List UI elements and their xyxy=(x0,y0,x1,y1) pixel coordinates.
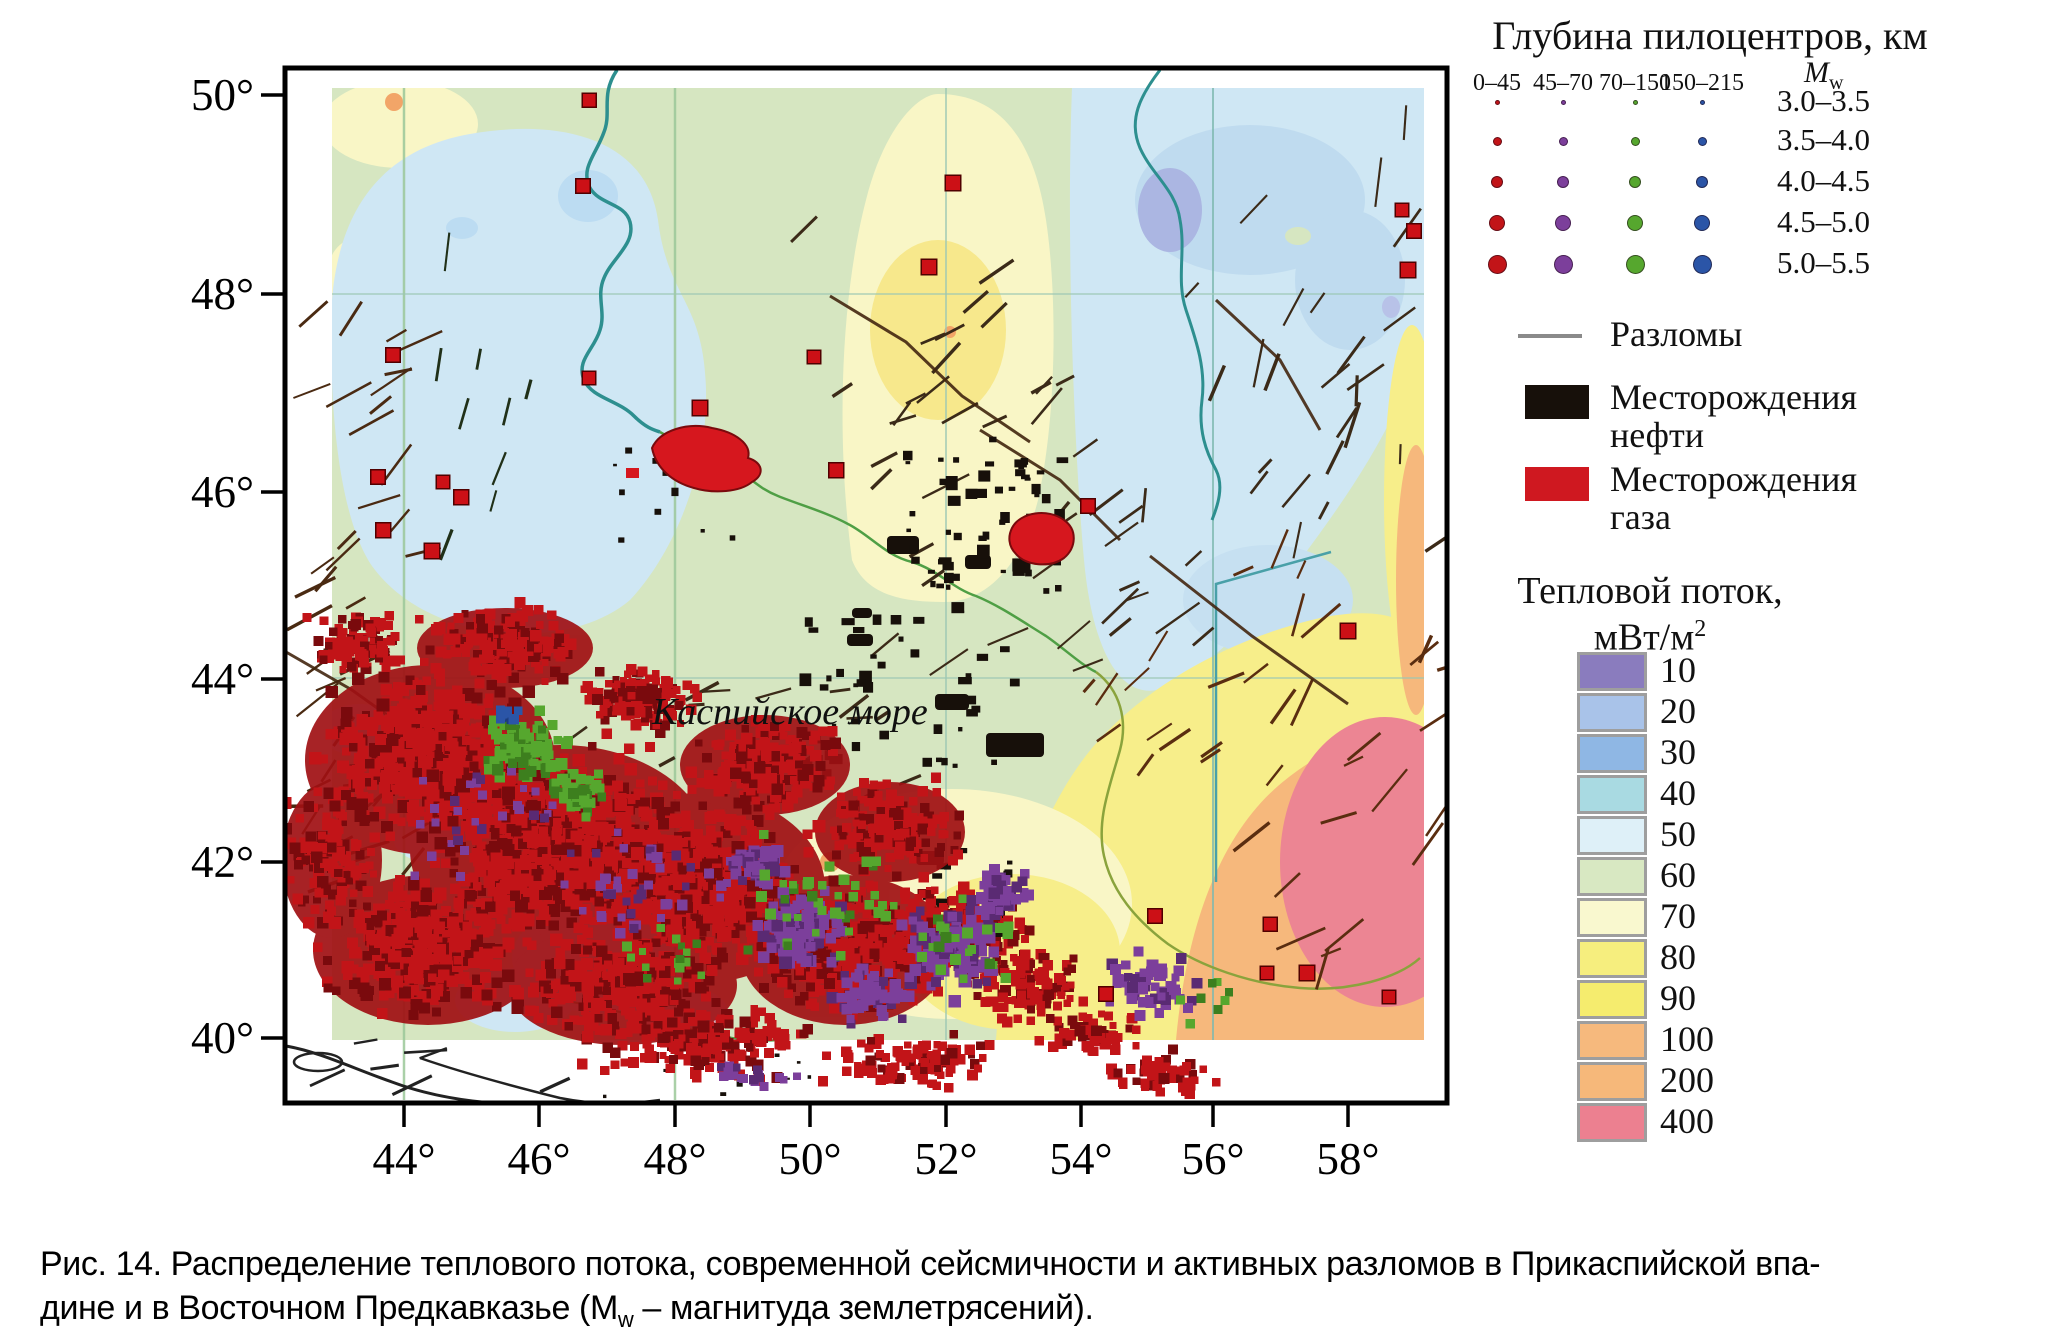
heatflow-value-label: 20 xyxy=(1660,691,1696,731)
heatflow-swatch xyxy=(1577,857,1647,896)
fault-line-symbol xyxy=(1518,334,1582,338)
caption-line-2: дине и в Восточном Предкавказье (Mw – ма… xyxy=(40,1289,1094,1332)
heatflow-value-label: 200 xyxy=(1660,1060,1714,1100)
magnitude-depth-dot xyxy=(1492,136,1502,146)
depth-column-header: 150–215 xyxy=(1660,70,1744,96)
figure-caption: Рис. 14. Распределение теплового потока,… xyxy=(40,1242,2050,1338)
gas-label: Месторождения газа xyxy=(1610,459,1858,537)
depth-column-header: 45–70 xyxy=(1533,70,1593,96)
heatflow-value-label: 30 xyxy=(1660,732,1696,772)
heatflow-swatch xyxy=(1577,693,1647,732)
magnitude-depth-dot xyxy=(1560,99,1566,105)
heatflow-swatch xyxy=(1577,980,1647,1019)
x-tick-label: 56° xyxy=(1182,1134,1245,1184)
magnitude-depth-dot xyxy=(1491,176,1503,188)
coastlines xyxy=(287,1044,661,1101)
magnitude-depth-dot xyxy=(1627,215,1643,231)
magnitude-row-label: 3.5–4.0 xyxy=(1777,122,1870,157)
plot-border xyxy=(282,65,1450,1106)
magnitude-depth-dot xyxy=(1697,136,1707,146)
legend-mw-label: Mw xyxy=(1804,56,1844,94)
heatflow-swatch xyxy=(1577,898,1647,937)
faults-label: Разломы xyxy=(1610,314,1743,354)
x-axis: 44° 46° 48° 50° 52° 54° 56° 58° xyxy=(373,1103,1380,1184)
legend-heatflow: Тепловой поток, мВт/м2 10 20 30 40 50 60 70 80 9… xyxy=(1460,572,1860,1172)
legend-depth: Глубина пилоцентров, км Mw 0–45 45–70 70–1… xyxy=(1460,8,1960,293)
magnitude-depth-dot xyxy=(1696,176,1708,188)
magnitude-depth-dot xyxy=(1557,176,1569,188)
y-tick-label: 46° xyxy=(191,467,254,517)
magnitude-depth-dot xyxy=(1694,215,1710,231)
magnitude-depth-dot xyxy=(1699,99,1705,105)
heatflow-swatch xyxy=(1577,816,1647,855)
heatflow-value-label: 70 xyxy=(1660,896,1696,936)
legend-heatflow-title: Тепловой поток, мВт/м2 xyxy=(1517,570,1783,659)
heatflow-swatch xyxy=(1577,1062,1647,1101)
x-tick-label: 58° xyxy=(1317,1134,1380,1184)
caption-line-1: Рис. 14. Распределение теплового потока,… xyxy=(40,1245,1821,1283)
heatflow-value-label: 400 xyxy=(1660,1101,1714,1141)
magnitude-depth-dot xyxy=(1487,254,1507,274)
oil-field-symbol xyxy=(1525,385,1589,419)
legend-symbols: Разломы Месторождения нефти Месторождени… xyxy=(1460,300,1960,570)
magnitude-depth-dot xyxy=(1692,254,1712,274)
magnitude-depth-dot xyxy=(1494,99,1500,105)
epicenters-layer xyxy=(287,92,1423,1099)
gas-field-symbol xyxy=(1525,467,1589,501)
magnitude-row-label: 4.0–4.5 xyxy=(1777,163,1870,198)
magnitude-depth-dot xyxy=(1555,215,1571,231)
heatflow-swatch xyxy=(1577,939,1647,978)
magnitude-depth-dot xyxy=(1630,136,1640,146)
magnitude-row-label: 4.5–5.0 xyxy=(1777,204,1870,239)
sea-label: Каспийское море xyxy=(651,691,928,733)
x-tick-label: 54° xyxy=(1050,1134,1113,1184)
x-tick-label: 44° xyxy=(373,1134,436,1184)
heatflow-value-label: 80 xyxy=(1660,937,1696,977)
magnitude-depth-dot xyxy=(1558,136,1568,146)
depth-column-header: 0–45 xyxy=(1473,70,1521,96)
x-tick-label: 46° xyxy=(508,1134,571,1184)
legend-depth-title: Глубина пилоцентров, км xyxy=(1492,13,1928,58)
y-tick-label: 44° xyxy=(191,654,254,704)
x-tick-label: 48° xyxy=(644,1134,707,1184)
magnitude-depth-dot xyxy=(1489,215,1505,231)
y-tick-label: 42° xyxy=(191,837,254,887)
magnitude-depth-dot xyxy=(1632,99,1638,105)
heatflow-swatch xyxy=(1577,1103,1647,1142)
depth-column-header: 70–150 xyxy=(1599,70,1671,96)
heatflow-value-label: 50 xyxy=(1660,814,1696,854)
y-tick-label: 50° xyxy=(191,70,254,120)
heatflow-value-label: 100 xyxy=(1660,1019,1714,1059)
heatflow-swatch xyxy=(1577,734,1647,773)
faults-layer xyxy=(287,105,1445,1096)
x-tick-label: 50° xyxy=(779,1134,842,1184)
heatflow-value-label: 10 xyxy=(1660,650,1696,690)
magnitude-depth-dot xyxy=(1625,254,1645,274)
gas-fields-layer xyxy=(626,425,1075,566)
heatflow-value-label: 60 xyxy=(1660,855,1696,895)
magnitude-row-label: 5.0–5.5 xyxy=(1777,245,1870,280)
oil-label: Месторождения нефти xyxy=(1610,377,1858,455)
heatflow-swatch xyxy=(1577,652,1647,691)
heatflow-swatch xyxy=(1577,1021,1647,1060)
y-tick-label: 40° xyxy=(191,1013,254,1063)
y-tick-label: 48° xyxy=(191,269,254,319)
x-tick-label: 52° xyxy=(915,1134,978,1184)
heatflow-swatch xyxy=(1577,775,1647,814)
magnitude-depth-dot xyxy=(1629,176,1641,188)
heatflow-value-label: 90 xyxy=(1660,978,1696,1018)
magnitude-row-label: 3.0–3.5 xyxy=(1777,83,1870,118)
heatflow-value-label: 40 xyxy=(1660,773,1696,813)
y-axis: 50° 48° 46° 44° 42° 40° xyxy=(191,70,285,1063)
magnitude-depth-dot xyxy=(1553,254,1573,274)
